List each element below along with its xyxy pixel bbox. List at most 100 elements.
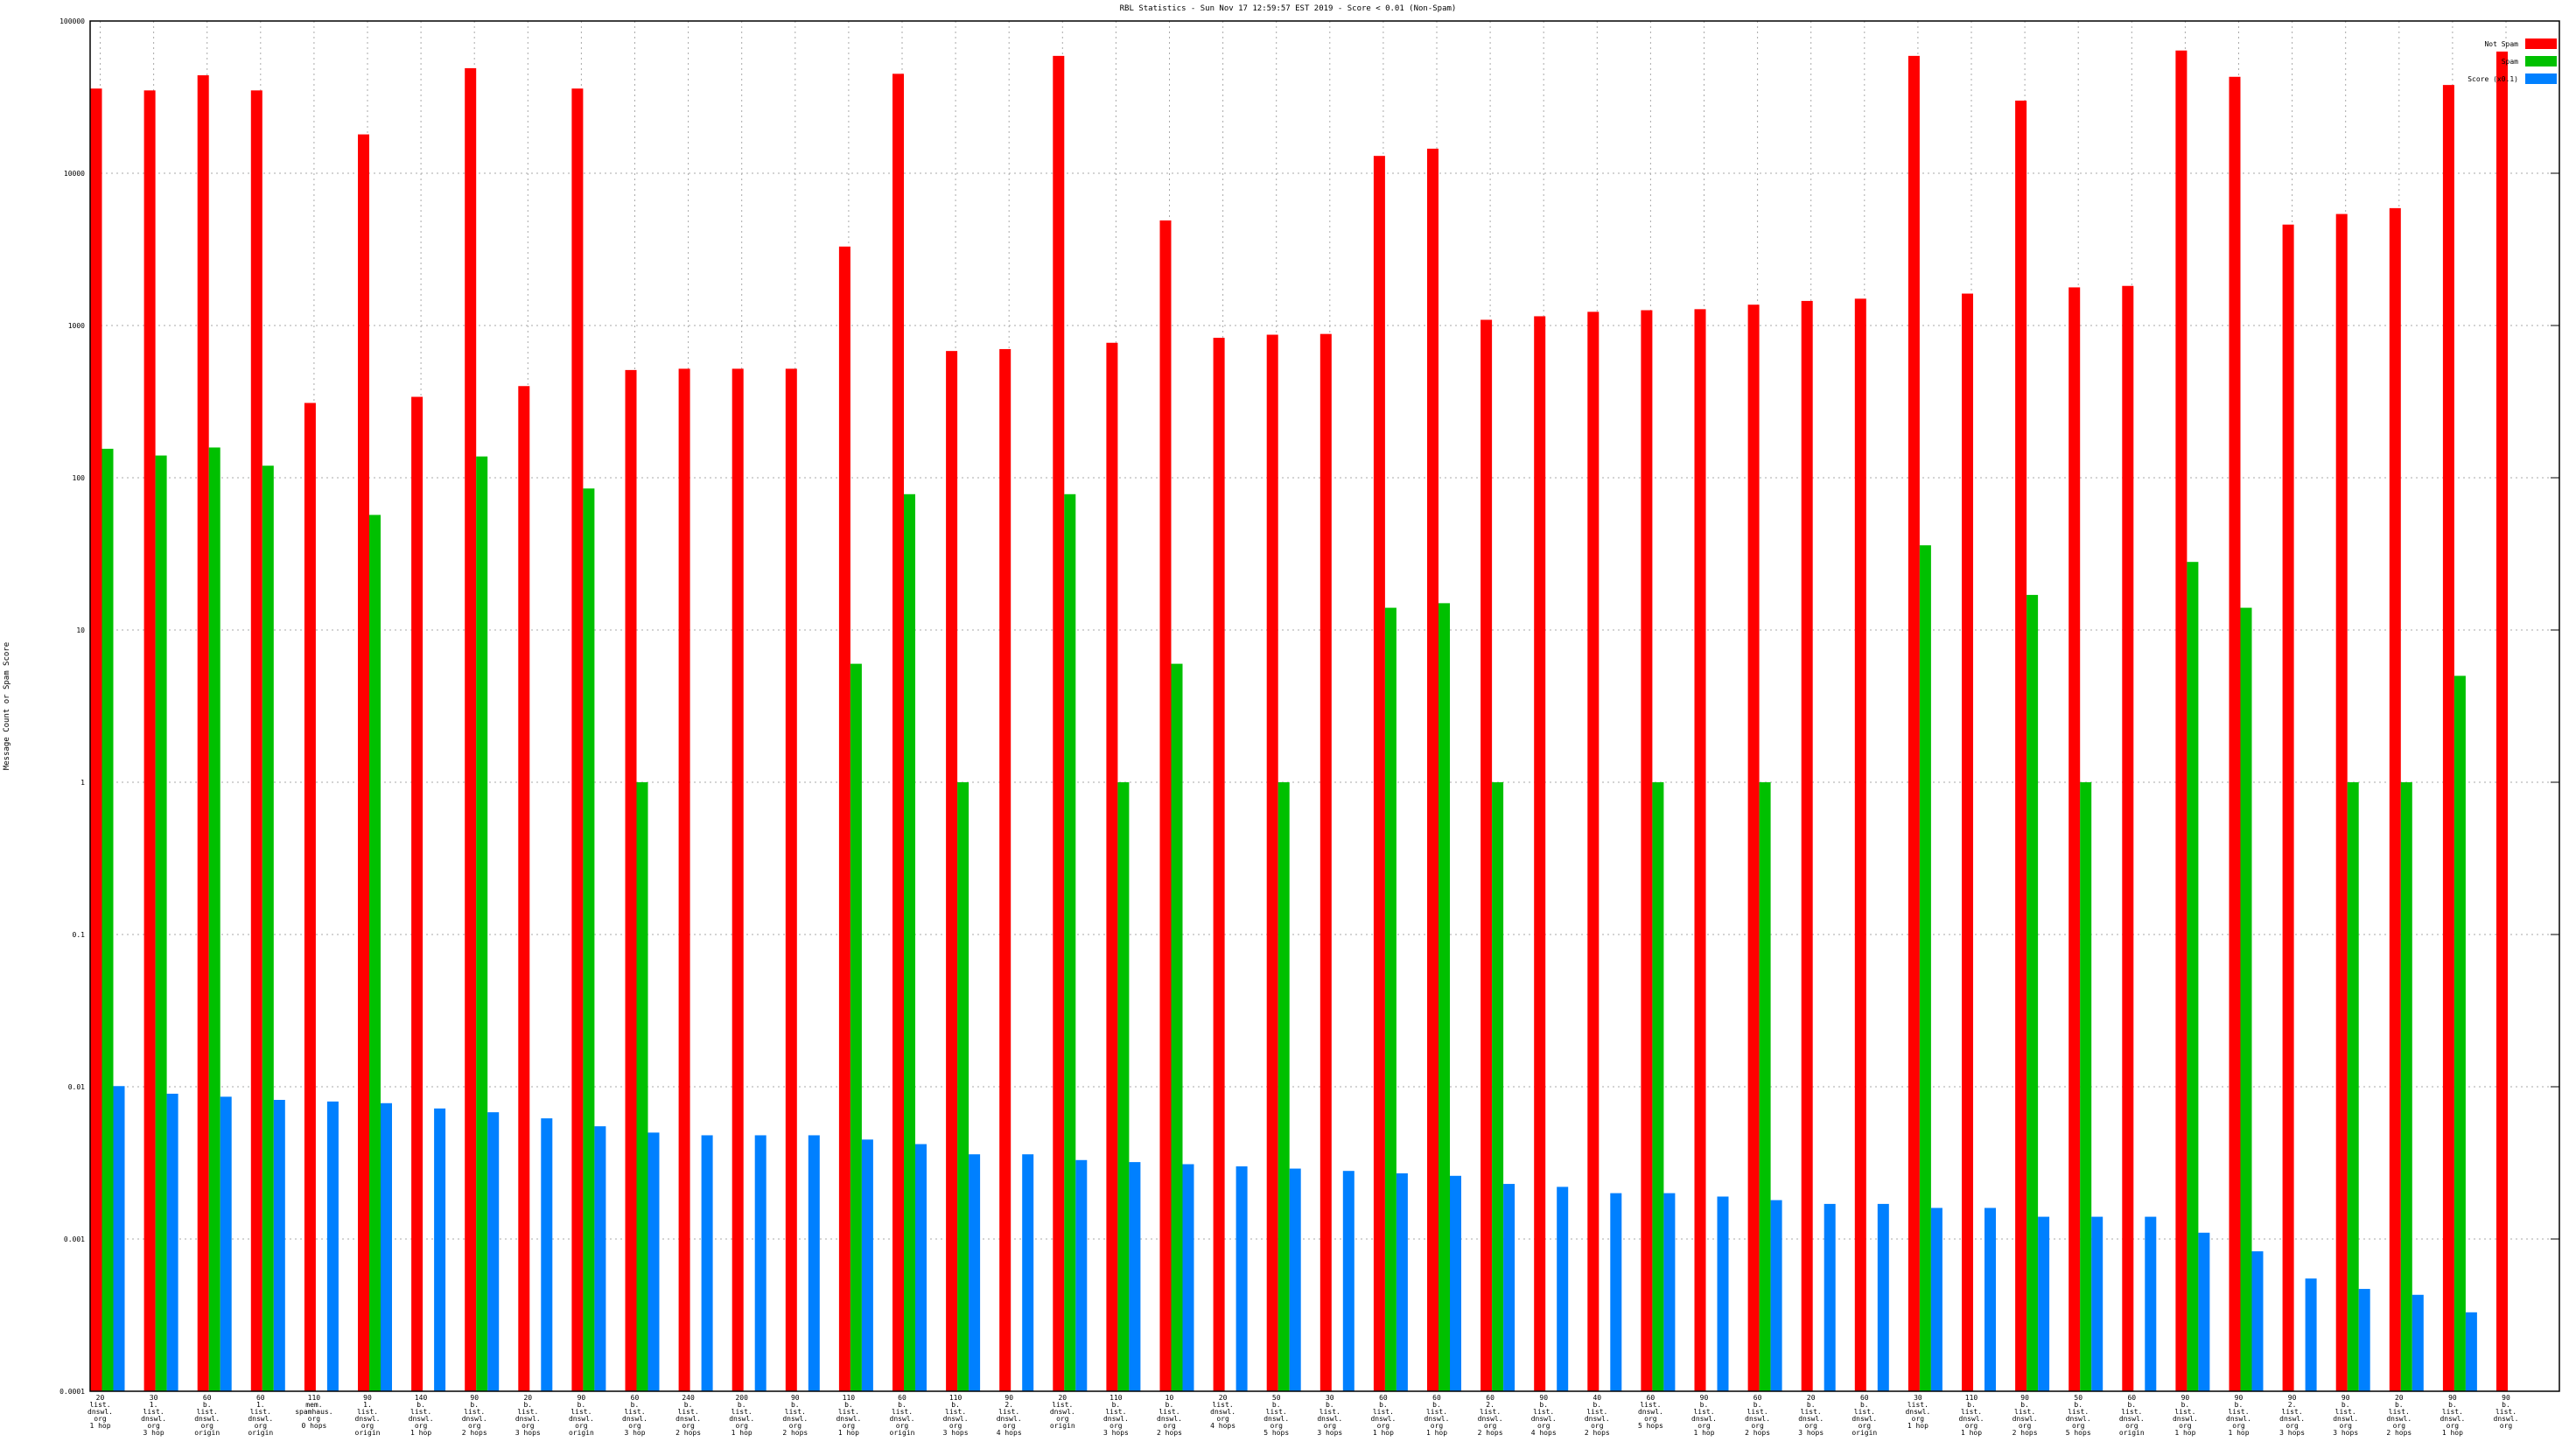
x-tick-label-line: 1 hop (89, 1422, 110, 1430)
bar (1557, 1186, 1569, 1391)
bar (1171, 663, 1183, 1391)
bar (2400, 782, 2412, 1391)
bar (1587, 312, 1600, 1392)
bar (678, 368, 690, 1391)
x-tick-label-line: 110 (1965, 1394, 1978, 1402)
x-tick-label-line: list. (1533, 1408, 1554, 1416)
x-tick-label-line: 2 hops (2012, 1429, 2038, 1437)
x-tick-label-line: 60 (631, 1394, 640, 1402)
x-tick-label: 90 b. list. dnswl. org 1 hop (2226, 1394, 2251, 1437)
x-tick-label-line: 110 (843, 1394, 856, 1402)
bar (1962, 293, 1973, 1391)
x-tick-label-line: org (1591, 1422, 1604, 1430)
x-tick-label-line: b. (2074, 1401, 2082, 1409)
x-tick-label-line: org (2125, 1422, 2138, 1430)
x-tick-label: 30 b. list. dnswl. org 3 hops (1317, 1394, 1342, 1437)
bar (2347, 782, 2359, 1391)
y-tick-label: 10 (76, 626, 85, 634)
x-tick-label-line: list. (1320, 1408, 1340, 1416)
x-tick-label-line: org (1965, 1422, 1978, 1430)
bar (850, 663, 862, 1391)
x-tick-label-line: list. (892, 1408, 913, 1416)
x-tick-label-line: 60 (1379, 1394, 1388, 1402)
x-tick-label-line: list. (1908, 1401, 1928, 1409)
x-tick-label-line: list. (1052, 1401, 1073, 1409)
bar (571, 88, 584, 1391)
x-tick-label: 60 1. list. dnswl. org origin (248, 1394, 273, 1437)
x-tick-label-line: 20 (1807, 1394, 1816, 1402)
bar (2091, 1216, 2104, 1391)
x-tick-label-line: 10 (1166, 1394, 1174, 1402)
x-tick-label-line: org (575, 1422, 588, 1430)
x-tick-label: 110 b. list. dnswl. org 1 hop (1959, 1394, 1984, 1437)
bar (1984, 1208, 1996, 1391)
bar (1159, 220, 1172, 1391)
x-tick-label-line: b. (1432, 1401, 1441, 1409)
bar (2229, 76, 2241, 1391)
x-tick-label-line: b. (2127, 1401, 2136, 1409)
bar (2282, 224, 2294, 1391)
bar (208, 447, 220, 1392)
x-tick-label-line: list. (2282, 1408, 2303, 1416)
bar (2358, 1289, 2370, 1391)
x-tick-label: 90 b. list. dnswl. org origin (569, 1394, 594, 1437)
x-tick-label-line: org (682, 1422, 695, 1430)
x-tick-label-line: dnswl. (836, 1415, 861, 1423)
x-tick-label-line: dnswl. (2012, 1415, 2038, 1423)
x-tick-label-line: 1 hop (1373, 1429, 1394, 1437)
x-tick-label-line: list. (998, 1408, 1019, 1416)
bar (1182, 1164, 1194, 1391)
x-tick-label-line: 3 hops (515, 1429, 541, 1437)
x-tick-label-line: 110 (1110, 1394, 1123, 1402)
x-tick-label-line: list. (2014, 1408, 2035, 1416)
bar (2187, 562, 2199, 1391)
x-tick-label-line: origin (355, 1429, 381, 1437)
x-tick-label-line: org (308, 1415, 321, 1423)
x-tick-label-line: list. (678, 1408, 699, 1416)
bar (915, 1144, 927, 1391)
bar (541, 1118, 553, 1391)
x-tick-label-line: list. (2174, 1408, 2195, 1416)
x-tick-label-line: b. (2020, 1401, 2029, 1409)
x-tick-label-line: 2 hops (1585, 1429, 1610, 1437)
x-tick-label-line: mem. (305, 1401, 322, 1409)
x-tick-label-line: dnswl. (1478, 1415, 1503, 1423)
bar (2496, 51, 2508, 1391)
x-tick-label-line: list. (785, 1408, 806, 1416)
x-tick-label-line: 110 (308, 1394, 321, 1402)
x-tick-label-line: org (2019, 1422, 2032, 1430)
x-tick-label-line: dnswl. (1050, 1408, 1075, 1416)
x-tick-label-line: org (1484, 1422, 1497, 1430)
y-tick-label: 10000 (64, 170, 85, 178)
x-tick-label-line: 2 hops (1478, 1429, 1503, 1437)
x-tick-label-line: b. (1326, 1401, 1334, 1409)
x-tick-label-line: org (1698, 1422, 1711, 1430)
bar (1492, 782, 1504, 1391)
bar (273, 1099, 285, 1391)
x-tick-label-line: dnswl. (1745, 1415, 1770, 1423)
x-tick-label-line: dnswl. (2066, 1415, 2091, 1423)
x-tick-label: 110 mem. spamhaus. org 0 hops (295, 1394, 332, 1430)
x-tick-label-line: org (2339, 1422, 2352, 1430)
bar (326, 1101, 339, 1391)
x-tick-label-line: spamhaus. (295, 1408, 332, 1416)
bar (904, 494, 915, 1391)
x-tick-label-line: b. (1754, 1401, 1762, 1409)
bar (1438, 603, 1450, 1391)
x-tick-label: 90 b. list. dnswl. org 2 hops (462, 1394, 487, 1437)
x-tick-label-line: 90 (2448, 1394, 2457, 1402)
x-tick-label-line: list. (1854, 1408, 1875, 1416)
x-tick-label-line: 90 (578, 1394, 586, 1402)
bar (1610, 1193, 1622, 1391)
x-tick-label-line: list. (410, 1408, 431, 1416)
x-tick-label-line: dnswl. (248, 1415, 273, 1423)
x-tick-label: 90 b. list. dnswl. org 4 hops (1531, 1394, 1557, 1437)
x-tick-label: 60 b. list. dnswl. org origin (194, 1394, 220, 1437)
bar (648, 1132, 660, 1391)
x-tick-label-line: org (1751, 1422, 1764, 1430)
x-tick-label-line: b. (1807, 1401, 1816, 1409)
bar (1770, 1200, 1782, 1391)
bar (1117, 782, 1130, 1391)
bar (465, 67, 477, 1391)
